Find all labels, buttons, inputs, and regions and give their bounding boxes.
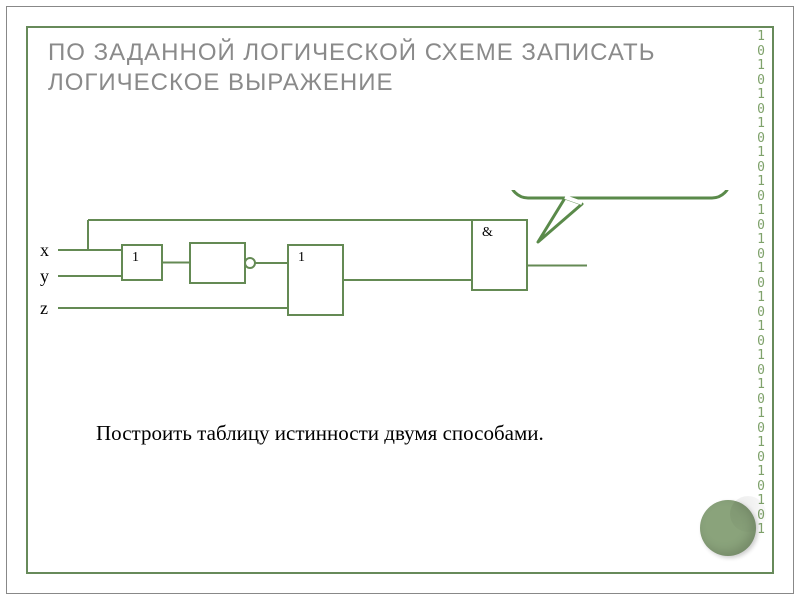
speech-callout xyxy=(510,190,730,198)
svg-text:1: 1 xyxy=(298,250,305,265)
body-text: Построить таблицу истинности двумя спосо… xyxy=(96,420,690,447)
accent-circle-icon xyxy=(700,500,756,556)
gate-and xyxy=(472,220,527,290)
logic-circuit-diagram: x y z 1 1 & xyxy=(40,190,740,360)
gate-not xyxy=(190,243,245,283)
svg-text:&: & xyxy=(482,225,493,240)
inversion-bubble-icon xyxy=(245,258,255,268)
input-y-label: y xyxy=(40,266,49,287)
circuit-svg: 1 1 & xyxy=(40,190,740,360)
page-title: ПО ЗАДАННОЙ ЛОГИЧЕСКОЙ СХЕМЕ ЗАПИСАТЬ ЛО… xyxy=(48,38,730,98)
gate-or-2 xyxy=(288,245,343,315)
binary-decorative-strip: 1 0 1 0 1 0 1 0 1 0 1 0 1 0 1 0 1 0 1 0 … xyxy=(752,26,770,574)
svg-text:1: 1 xyxy=(132,250,139,265)
input-x-label: x xyxy=(40,240,49,261)
gate-or-1 xyxy=(122,245,162,280)
input-z-label: z xyxy=(40,298,48,319)
